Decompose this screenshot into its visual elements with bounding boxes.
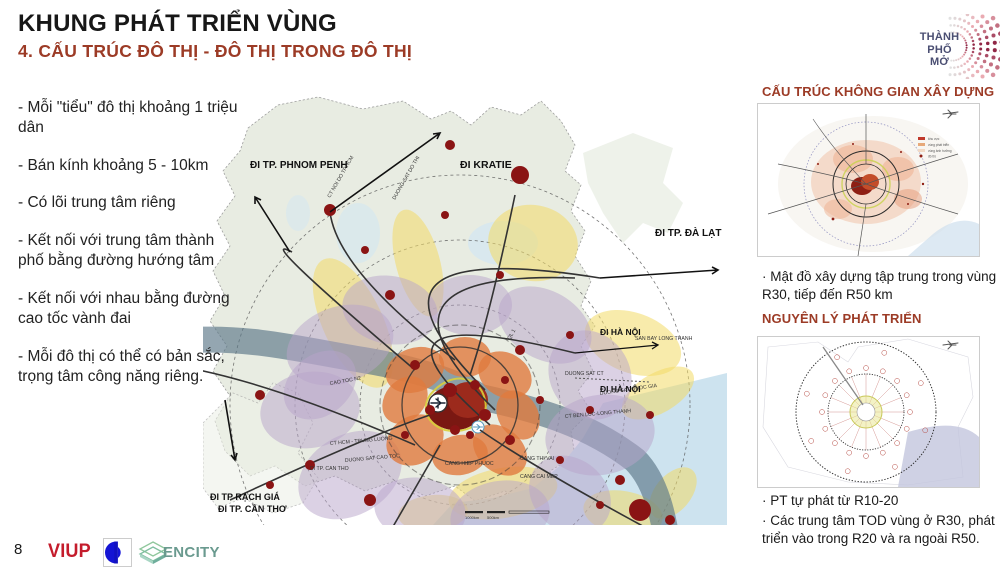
svg-text:ĐI TP. CẦN THƠ: ĐI TP. CẦN THƠ [218, 504, 287, 514]
svg-text:khu vực: khu vực [928, 137, 940, 141]
svg-text:1000km: 1000km [465, 515, 480, 520]
svg-text:ĐI TP RẠCH GIÁ: ĐI TP RẠCH GIÁ [210, 492, 280, 502]
svg-text:CANG HIEP PHUOC: CANG HIEP PHUOC [445, 461, 494, 467]
svg-text:DI TP. CAN THO: DI TP. CAN THO [310, 466, 349, 472]
svg-text:ĐI TP. ĐÀ LẠT: ĐI TP. ĐÀ LẠT [655, 226, 721, 239]
svg-text:DUONG SAT CT: DUONG SAT CT [565, 371, 605, 377]
svg-text:ĐI TP. PHNOM PENH: ĐI TP. PHNOM PENH [250, 160, 348, 171]
svg-text:CANG CAI MEP: CANG CAI MEP [520, 474, 558, 480]
svg-text:ĐI KRATIE: ĐI KRATIE [460, 159, 512, 171]
svg-text:đô thị: đô thị [928, 155, 936, 159]
svg-text:vùng phát triển: vùng phát triển [928, 143, 949, 147]
svg-text:vùng ảnh hưởng: vùng ảnh hưởng [928, 149, 952, 153]
svg-text:CANG THI VAI: CANG THI VAI [520, 456, 554, 462]
svg-text:SAN BAY LONG THANH: SAN BAY LONG THANH [635, 336, 693, 342]
svg-text:500km: 500km [487, 515, 500, 520]
